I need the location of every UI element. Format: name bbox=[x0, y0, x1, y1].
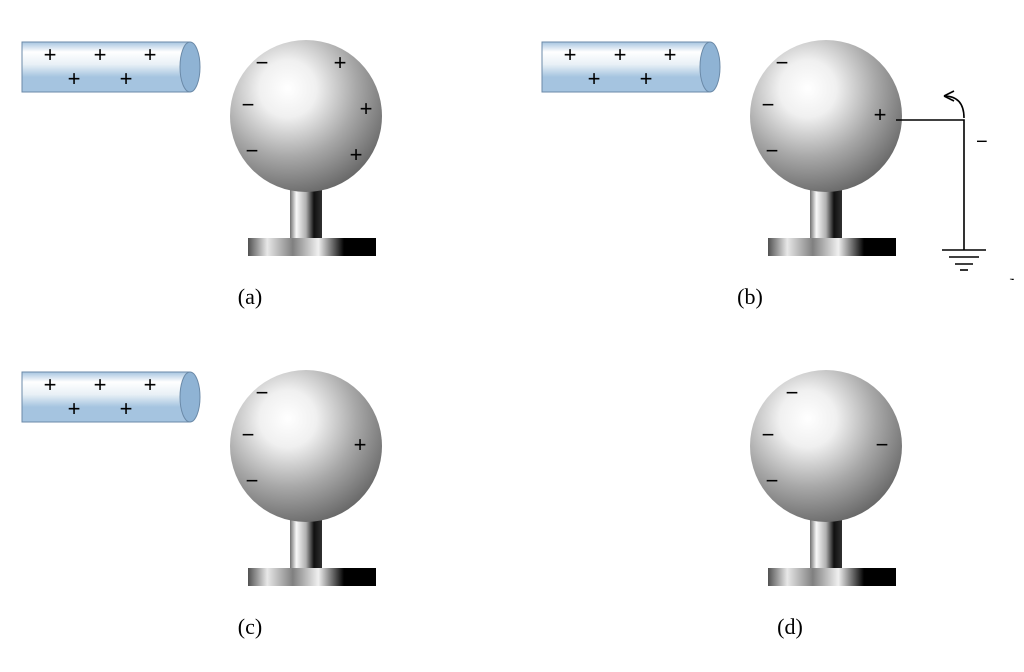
svg-text:+: + bbox=[360, 96, 373, 121]
svg-text:+: + bbox=[350, 142, 363, 167]
svg-text:−: − bbox=[246, 138, 259, 163]
svg-text:+: + bbox=[334, 50, 347, 75]
svg-text:+: + bbox=[614, 42, 627, 67]
svg-text:+: + bbox=[120, 396, 133, 421]
svg-text:−: − bbox=[776, 50, 789, 75]
svg-text:−: − bbox=[256, 380, 269, 405]
panel-c: +++++−−−+ (c) bbox=[20, 350, 480, 640]
svg-text:−: − bbox=[246, 468, 259, 493]
panel-d-label: (d) bbox=[540, 614, 1024, 640]
svg-text:−: − bbox=[762, 422, 775, 447]
panel-d-svg: −−−− bbox=[540, 350, 1000, 610]
svg-text:+: + bbox=[664, 42, 677, 67]
panel-b-label: (b) bbox=[460, 284, 1024, 310]
panel-a-svg: +++++−−−+++ bbox=[20, 20, 480, 280]
svg-text:+: + bbox=[44, 42, 57, 67]
svg-text:+: + bbox=[144, 42, 157, 67]
panel-b-svg: +++++−−−+−Ground bbox=[540, 20, 1024, 280]
svg-text:+: + bbox=[874, 102, 887, 127]
svg-text:+: + bbox=[44, 372, 57, 397]
panel-b: +++++−−−+−Ground (b) bbox=[540, 20, 1024, 310]
panel-a: +++++−−−+++ (a) bbox=[20, 20, 480, 310]
svg-text:−: − bbox=[256, 50, 269, 75]
panel-d: −−−− (d) bbox=[540, 350, 1024, 640]
svg-text:+: + bbox=[120, 66, 133, 91]
svg-text:+: + bbox=[354, 432, 367, 457]
svg-text:−: − bbox=[976, 131, 988, 153]
svg-text:+: + bbox=[640, 66, 653, 91]
svg-text:−: − bbox=[762, 92, 775, 117]
svg-text:Ground: Ground bbox=[942, 276, 1015, 280]
svg-text:−: − bbox=[242, 92, 255, 117]
panel-c-svg: +++++−−−+ bbox=[20, 350, 480, 610]
svg-text:+: + bbox=[588, 66, 601, 91]
figure-grid: +++++−−−+++ (a) +++++−−−+−Ground (b) +++… bbox=[20, 20, 980, 640]
svg-text:−: − bbox=[766, 138, 779, 163]
svg-text:+: + bbox=[94, 42, 107, 67]
svg-text:−: − bbox=[876, 432, 889, 457]
svg-text:+: + bbox=[68, 66, 81, 91]
panel-c-label: (c) bbox=[20, 614, 480, 640]
svg-text:−: − bbox=[242, 422, 255, 447]
panel-a-label: (a) bbox=[20, 284, 480, 310]
svg-text:−: − bbox=[786, 380, 799, 405]
svg-text:+: + bbox=[94, 372, 107, 397]
svg-text:+: + bbox=[144, 372, 157, 397]
svg-text:+: + bbox=[564, 42, 577, 67]
svg-text:−: − bbox=[766, 468, 779, 493]
svg-text:+: + bbox=[68, 396, 81, 421]
